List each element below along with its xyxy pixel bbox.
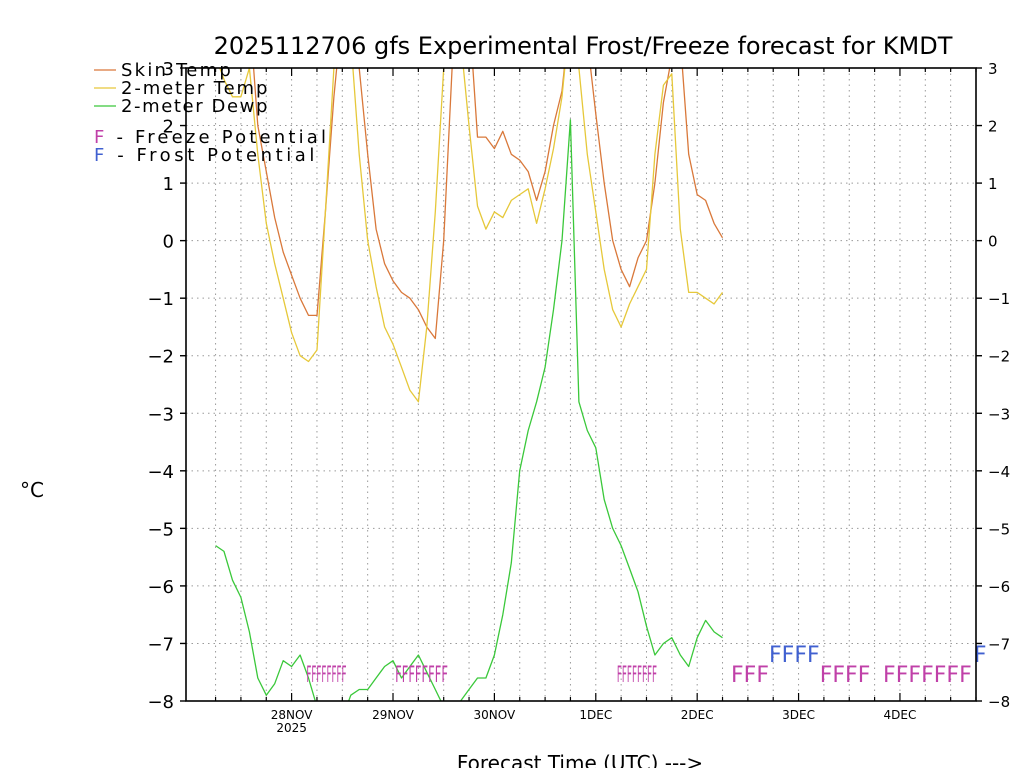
plot-frame [185, 67, 977, 702]
x-axis-label: Forecast Time (UTC) ---> [457, 751, 703, 768]
freeze-potential-flags: FFFFFFFF [306, 663, 346, 688]
y-tick-label-left: 3 [163, 59, 174, 80]
y-tick-label-right: −2 [988, 348, 1010, 366]
y-tick-label-left: −2 [147, 347, 174, 368]
y-tick-label-right: 3 [988, 60, 998, 78]
y-tick-label-right: −6 [988, 578, 1010, 596]
legend-flag-text: - Frost Potential [108, 145, 314, 166]
y-tick-label-left: −8 [147, 692, 174, 713]
y-tick-label-left: −5 [147, 519, 174, 540]
y-tick-label-left: −4 [147, 462, 174, 483]
frost-potential-flags: F [974, 643, 987, 668]
x-tick-label: 4DEC [884, 708, 917, 722]
freeze-potential-flags: FFFF [820, 663, 871, 688]
legend-entry-label: 2-meter Temp [121, 78, 267, 99]
y-tick-label-right: 1 [988, 175, 998, 193]
x-tick-label: 3DEC [782, 708, 815, 722]
y-tick-label-right: −1 [988, 290, 1010, 308]
y-tick-label-left: 2 [163, 117, 174, 138]
y-tick-label-right: −7 [988, 635, 1010, 653]
y-tick-label-left: −7 [147, 634, 174, 655]
y-tick-label-right: −3 [988, 405, 1010, 423]
y-tick-label-right: 0 [988, 233, 998, 251]
y-tick-label-left: −1 [147, 289, 174, 310]
y-tick-label-right: −4 [988, 463, 1010, 481]
y-tick-label-right: −8 [988, 693, 1010, 711]
series-line-2-meter-dewp [215, 119, 723, 701]
series-group [215, 68, 724, 701]
y-tick-label-left: 0 [163, 232, 174, 253]
y-tick-label-left: −3 [147, 404, 174, 425]
freeze-potential-flags: FFFFFFFF [395, 663, 448, 688]
axis-ticks: 3 3 2 2 1 1 0 0 −1 −1 −2 −2 −3 −3 −4 −4 −5 −5 −6 −6 −7 −7 −8 −8… [147, 59, 1010, 735]
freeze-potential-flags: FFF [731, 663, 769, 688]
y-tick-label-right: −5 [988, 520, 1010, 538]
series-line-2-meter-temp [219, 68, 724, 403]
legend-flag-entry: F - Frost Potential [94, 145, 314, 166]
freeze-potential-flags: FFFFFFF [883, 663, 972, 688]
x-tick-label: 1DEC [579, 708, 612, 722]
x-tick-label: 30NOV [474, 708, 516, 722]
chart-title: 2025112706 gfs Experimental Frost/Freeze… [214, 32, 953, 60]
x-tick-label: 29NOV [372, 708, 414, 722]
y-tick-label-right: 2 [988, 118, 998, 136]
y-tick-label-left: 1 [163, 174, 174, 195]
frost-potential-flags: FFFF [769, 643, 820, 668]
freeze-potential-flags: FFFFFFFF [617, 663, 657, 688]
legend-flag-letter: F [94, 127, 104, 148]
x-tick-label: 28NOV [271, 708, 313, 722]
legend-entry-label: Skin Temp [121, 60, 231, 81]
legend-flag-letter: F [94, 145, 104, 166]
x-tick-sublabel: 2025 [276, 721, 307, 735]
x-tick-label: 2DEC [681, 708, 714, 722]
y-tick-label-left: −6 [147, 577, 174, 598]
y-axis-label: °C [20, 478, 44, 502]
